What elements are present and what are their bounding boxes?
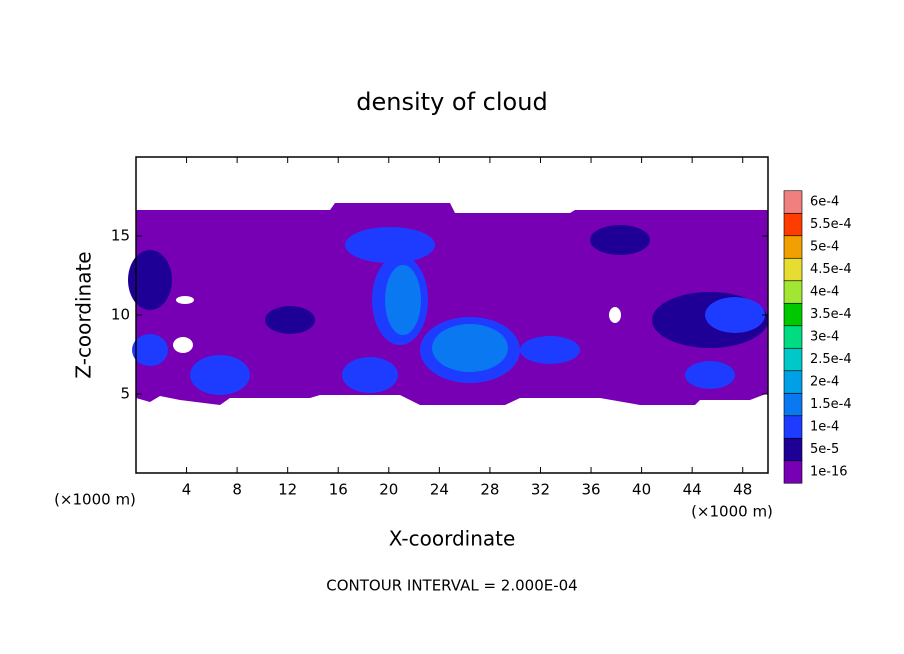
x-tick-label: 36 [581, 481, 600, 499]
colorbar-cell [783, 257, 803, 282]
colorbar-cell [783, 325, 803, 349]
colorbar-label: 2.5e-4 [810, 352, 852, 367]
x-tick-label: 24 [430, 481, 449, 499]
colorbar-label: 4e-4 [810, 285, 839, 300]
field-blob [520, 336, 580, 364]
colorbar-label: 2e-4 [810, 375, 839, 390]
y-tick-label: 5 [120, 385, 130, 403]
colorbar-cell [783, 347, 803, 372]
colorbar-label: 3.5e-4 [810, 307, 852, 322]
x-tick-label: 4 [182, 481, 192, 499]
colorbar-label: 5.5e-4 [810, 217, 852, 232]
field-blob [265, 306, 315, 334]
colorbar-label: 1e-4 [810, 420, 839, 435]
colorbar-cell [783, 235, 803, 259]
x-tick-label: 32 [531, 481, 550, 499]
field-blob [190, 355, 250, 395]
colorbar-cell [783, 415, 803, 439]
field-blob [128, 250, 172, 310]
colorbar-cell [783, 302, 803, 327]
colorbar-cell [783, 212, 803, 237]
y-tick-label: 15 [111, 227, 130, 245]
colorbar-cell [783, 190, 803, 214]
contour-field [128, 203, 768, 405]
colorbar-label: 3e-4 [810, 330, 839, 345]
x-tick-label: 16 [329, 481, 348, 499]
colorbar-cell [783, 437, 803, 462]
field-blob [345, 227, 435, 263]
colorbar-label: 5e-4 [810, 240, 839, 255]
field-blob [432, 324, 508, 372]
y-axis-label: Z-coordinate [72, 251, 96, 378]
colorbar-cell [783, 460, 803, 484]
field-blob [685, 361, 735, 389]
x-tick-label: 44 [683, 481, 702, 499]
x-tick-label: 48 [733, 481, 752, 499]
x-tick-label: 28 [480, 481, 499, 499]
colorbar-label: 5e-5 [810, 442, 839, 457]
x-tick-label: 12 [278, 481, 297, 499]
y-unit: (×1000 m) [54, 491, 136, 509]
colorbar-label: 1e-16 [810, 465, 848, 480]
x-tick-label: 8 [232, 481, 242, 499]
field-gap [609, 307, 621, 323]
field-blob [342, 357, 398, 393]
field-blob [590, 225, 650, 255]
colorbar-label: 1.5e-4 [810, 397, 852, 412]
y-tick-label: 10 [111, 306, 130, 324]
field-gap [173, 337, 193, 353]
colorbar-cell [783, 280, 803, 304]
x-unit: (×1000 m) [691, 503, 773, 521]
chart-title: density of cloud [356, 88, 547, 116]
field-blob [385, 265, 421, 335]
colorbar-label: 4.5e-4 [810, 262, 852, 277]
colorbar-cell [783, 370, 803, 394]
field-gap [176, 296, 194, 304]
footer: CONTOUR INTERVAL = 2.000E-04 [326, 577, 577, 595]
x-tick-label: 40 [632, 481, 651, 499]
colorbar-label: 6e-4 [810, 195, 839, 210]
field-blob [705, 297, 765, 333]
field-blob [132, 334, 168, 366]
x-tick-label: 20 [379, 481, 398, 499]
x-axis-label: X-coordinate [389, 527, 516, 551]
colorbar-cell [783, 392, 803, 417]
